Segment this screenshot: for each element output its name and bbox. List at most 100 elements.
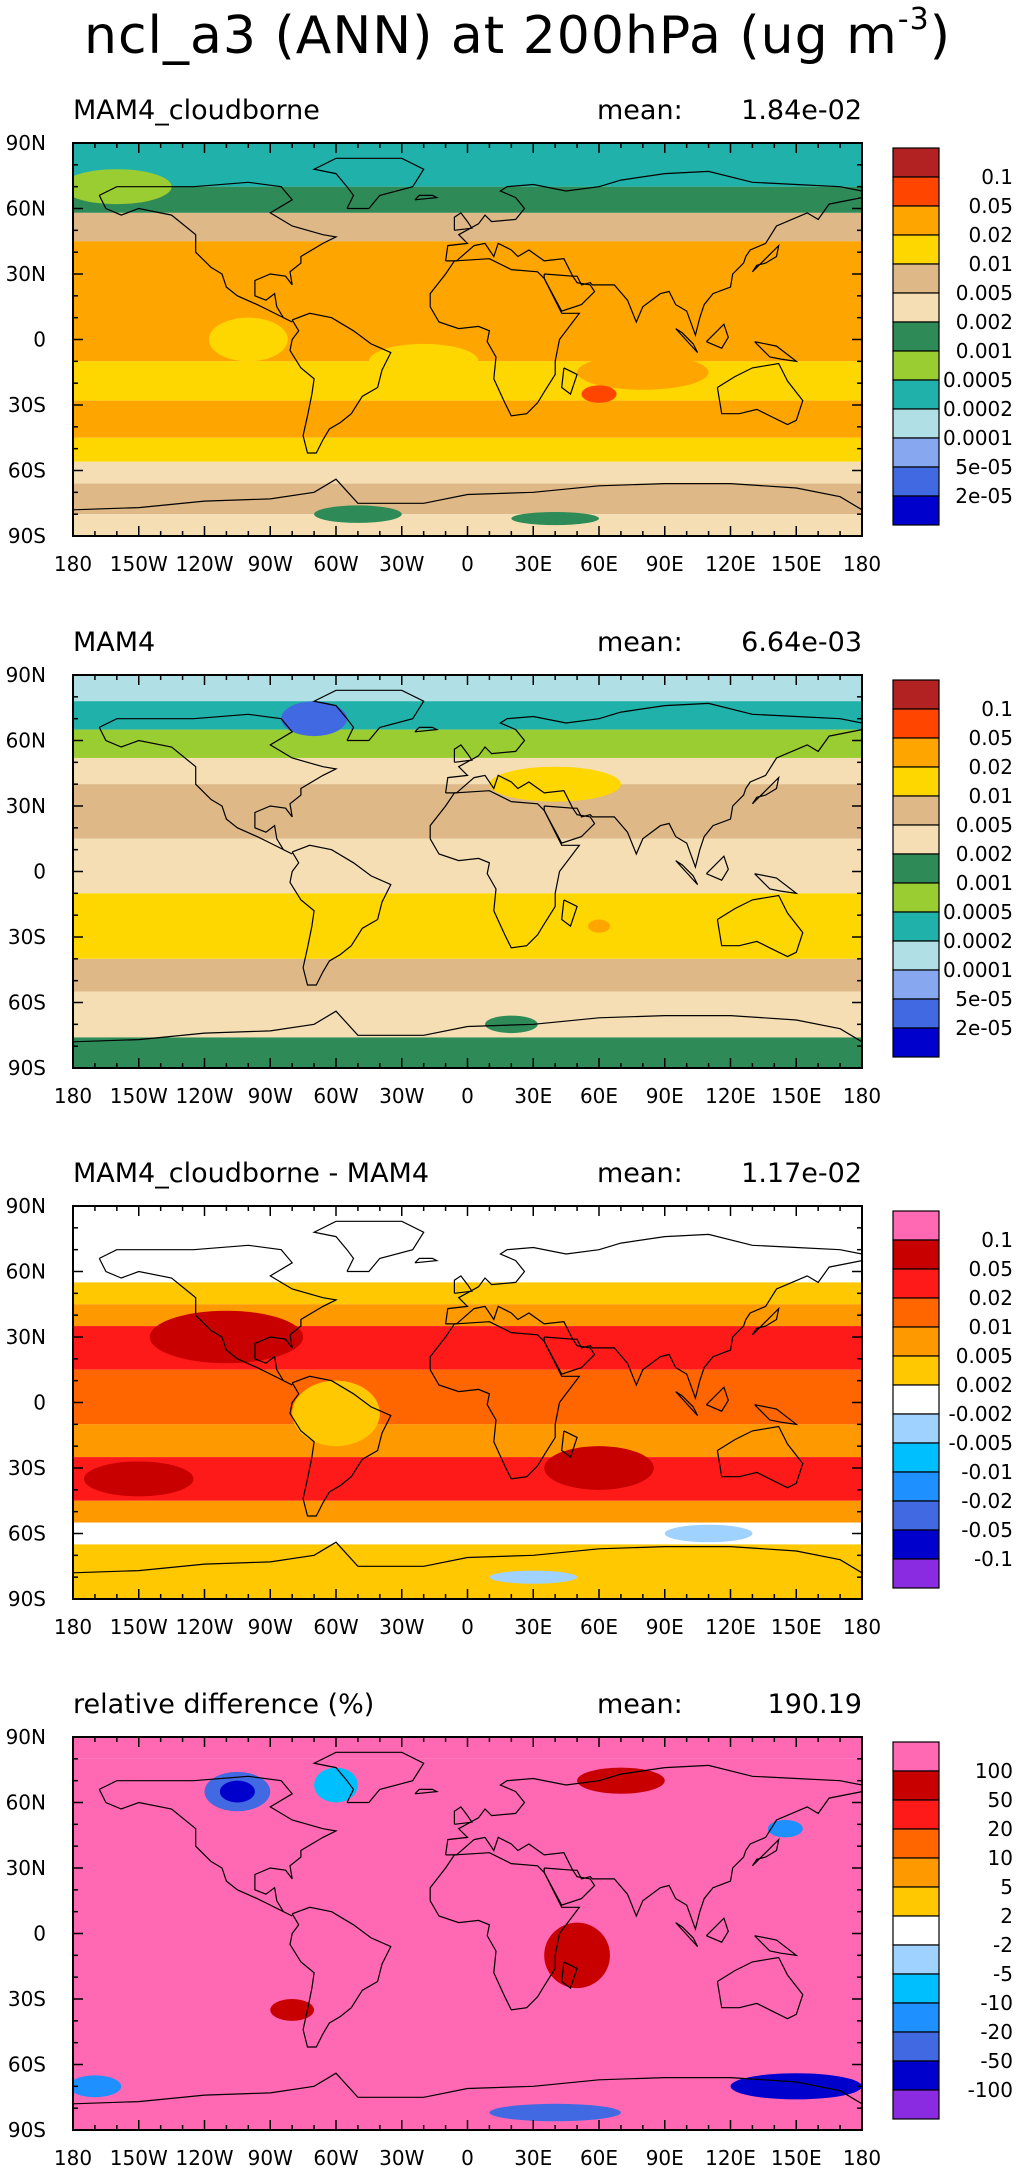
lon-label: 120W xyxy=(176,1615,234,1639)
lon-label: 60E xyxy=(580,552,618,576)
field-blob xyxy=(544,1922,610,1989)
colorbar-swatch xyxy=(892,176,940,207)
colorbar-label: -0.02 xyxy=(961,1489,1013,1513)
colorbar-swatch xyxy=(892,737,940,768)
colorbar-label: 2e-05 xyxy=(955,484,1013,508)
coastline xyxy=(675,1922,699,1948)
colorbar-swatch xyxy=(892,998,940,1029)
field-blob xyxy=(149,1310,304,1364)
field-blob xyxy=(581,385,617,403)
colorbar-swatch xyxy=(892,795,940,826)
field-blob xyxy=(83,1461,194,1497)
field-blob xyxy=(664,1524,753,1543)
lon-label: 180 xyxy=(54,2146,92,2170)
panel-2: MAM4 mean: 6.64e-03 90N 60N 30N 0 30S 60S 90S 180 1… xyxy=(6,627,1013,1108)
lon-label: 150W xyxy=(110,552,168,576)
mean-value: 1.84e-02 xyxy=(741,95,862,126)
colorbar-swatch xyxy=(892,1268,940,1299)
colorbar-label: 10 xyxy=(988,1846,1013,1870)
colorbar-swatch xyxy=(892,766,940,797)
coastline xyxy=(73,2072,862,2105)
colorbar-swatch xyxy=(892,321,940,352)
field-blob xyxy=(588,919,610,933)
field-blob xyxy=(259,1238,326,1283)
colorbar-swatch xyxy=(892,1857,940,1888)
lat-label: 60S xyxy=(8,2053,46,2077)
lat-label: 30N xyxy=(6,1856,46,1880)
lon-label: 90E xyxy=(646,1615,684,1639)
field-band xyxy=(73,701,862,730)
lon-label: 60E xyxy=(580,2146,618,2170)
coastline xyxy=(429,258,581,417)
colorbar-label: -0.005 xyxy=(949,1431,1013,1455)
field-band xyxy=(73,483,862,515)
field-blob xyxy=(292,1380,380,1447)
lon-label: 30E xyxy=(514,2146,552,2170)
colorbar-label: 2e-05 xyxy=(955,1016,1013,1040)
coastline xyxy=(561,899,578,928)
coastline xyxy=(751,1837,780,1867)
colorbar-swatch xyxy=(892,234,940,265)
coastline xyxy=(751,1306,780,1336)
colorbar-swatch xyxy=(892,824,940,855)
coastline xyxy=(289,844,392,986)
mean-value: 6.64e-03 xyxy=(741,627,862,658)
lat-label: 30S xyxy=(8,1987,46,2011)
colorbar-label: 0.005 xyxy=(956,281,1013,305)
colorbar-label: 0.0002 xyxy=(943,929,1013,953)
colorbar-label: 0.0001 xyxy=(943,958,1013,982)
colorbar-swatch xyxy=(892,263,940,294)
coastline xyxy=(98,1775,338,1917)
colorbar-swatch xyxy=(892,205,940,236)
field-band xyxy=(73,1369,862,1425)
colorbar-label: 0.01 xyxy=(968,784,1013,808)
lat-label: 0 xyxy=(33,1922,46,1946)
colorbar-swatch xyxy=(892,1799,940,1830)
coastline xyxy=(754,341,799,363)
panel-1: MAM4_cloudborne mean: 1.84e-02 90N 60N 30N 0 30… xyxy=(6,95,1013,576)
colorbar-label: 0.002 xyxy=(956,310,1013,334)
field-blob xyxy=(219,1780,255,1803)
field-blob xyxy=(577,1767,665,1794)
lat-label: 30N xyxy=(6,1325,46,1349)
mean-value: 190.19 xyxy=(768,1689,862,1720)
colorbar-label: 0.0001 xyxy=(943,426,1013,450)
coastline xyxy=(445,1764,862,1932)
coastline xyxy=(751,775,780,805)
lat-label: 90N xyxy=(6,1194,46,1218)
field-band xyxy=(73,400,862,438)
coastline xyxy=(675,860,699,886)
colorbar-label: 5e-05 xyxy=(955,455,1013,479)
field-blob xyxy=(314,1767,358,1803)
colorbar-swatch xyxy=(892,1442,940,1473)
coastline xyxy=(716,362,804,426)
colorbar-swatch xyxy=(892,1297,940,1328)
coastline xyxy=(73,1010,862,1043)
colorbar-swatch xyxy=(892,940,940,971)
coastline xyxy=(543,273,596,312)
lon-label: 150W xyxy=(110,1084,168,1108)
lon-label: 180 xyxy=(54,552,92,576)
coastline xyxy=(312,689,425,742)
main-title-text: ncl_a3 (ANN) at 200hPa (ug m xyxy=(83,6,898,66)
map-field xyxy=(73,143,862,536)
coastline xyxy=(754,1404,799,1426)
lon-label: 120E xyxy=(705,552,756,576)
mean-label: mean: xyxy=(597,1689,683,1720)
lat-label: 30N xyxy=(6,794,46,818)
field-band xyxy=(73,838,862,894)
mean-label: mean: xyxy=(597,627,683,658)
field-band xyxy=(73,241,862,362)
colorbar-swatch xyxy=(892,1027,940,1058)
lat-label: 60S xyxy=(8,991,46,1015)
colorbar-label: -0.1 xyxy=(974,1547,1013,1571)
colorbar-label: -0.01 xyxy=(961,1460,1013,1484)
coastline xyxy=(675,328,699,354)
lon-label: 60W xyxy=(313,2146,358,2170)
colorbar-swatch xyxy=(892,1915,940,1946)
colorbar-label: 0.0005 xyxy=(943,368,1013,392)
lon-label: 150W xyxy=(110,1615,168,1639)
lon-label: 150E xyxy=(771,552,822,576)
lon-label: 60E xyxy=(580,1615,618,1639)
main-title-exponent: -3 xyxy=(897,2,930,37)
